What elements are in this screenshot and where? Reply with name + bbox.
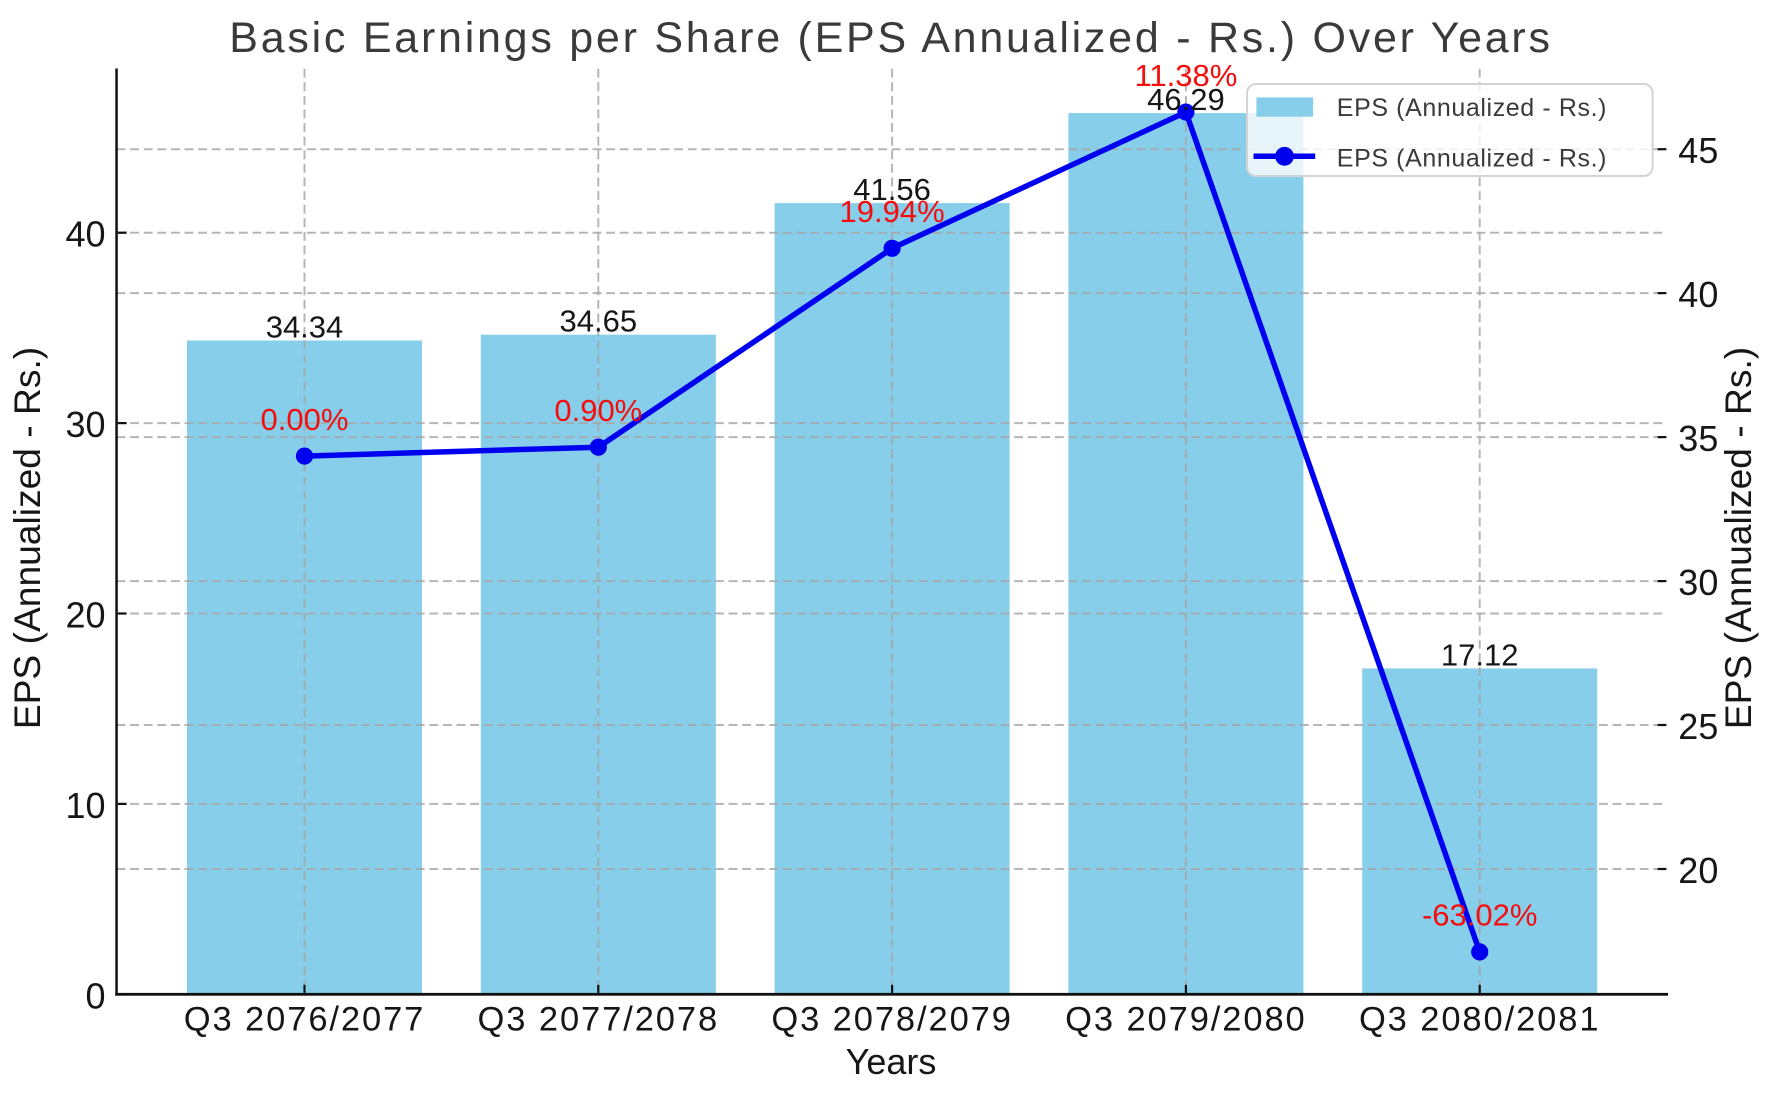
svg-text:Q3 2079/2080: Q3 2079/2080: [1065, 1001, 1307, 1039]
svg-text:Years: Years: [846, 1041, 937, 1082]
svg-text:Q3 2080/2081: Q3 2080/2081: [1359, 1001, 1601, 1039]
svg-text:0.90%: 0.90%: [554, 393, 642, 428]
svg-text:19.94%: 19.94%: [840, 194, 945, 229]
svg-text:17.12: 17.12: [1441, 637, 1519, 672]
svg-text:0.00%: 0.00%: [261, 402, 349, 437]
svg-text:41.56: 41.56: [853, 172, 931, 207]
svg-text:35: 35: [1678, 418, 1718, 459]
svg-text:30: 30: [65, 404, 105, 445]
svg-text:20: 20: [65, 595, 105, 636]
svg-text:40: 40: [65, 214, 105, 255]
svg-text:Q3 2076/2077: Q3 2076/2077: [184, 1001, 426, 1039]
svg-text:Q3 2077/2078: Q3 2077/2078: [478, 1001, 720, 1039]
svg-text:45: 45: [1678, 130, 1718, 171]
svg-text:34.34: 34.34: [266, 309, 344, 344]
svg-text:EPS (Annualized - Rs.): EPS (Annualized - Rs.): [6, 347, 48, 729]
svg-text:EPS (Annualized - Rs.): EPS (Annualized - Rs.): [1337, 144, 1607, 172]
svg-text:Basic Earnings per Share (EPS: Basic Earnings per Share (EPS Annualized…: [229, 14, 1552, 62]
svg-text:25: 25: [1678, 706, 1718, 747]
svg-text:11.38%: 11.38%: [1134, 58, 1237, 93]
svg-text:34.65: 34.65: [560, 304, 638, 339]
svg-text:10: 10: [65, 785, 105, 826]
svg-text:EPS (Annualized - Rs.): EPS (Annualized - Rs.): [1337, 94, 1607, 122]
svg-text:40: 40: [1678, 274, 1718, 315]
svg-text:20: 20: [1678, 850, 1718, 891]
svg-text:Q3 2078/2079: Q3 2078/2079: [771, 1001, 1013, 1039]
svg-text:30: 30: [1678, 562, 1718, 603]
svg-text:46.29: 46.29: [1147, 82, 1225, 117]
svg-text:-63.02%: -63.02%: [1422, 898, 1537, 933]
svg-text:EPS (Annualized - Rs.): EPS (Annualized - Rs.): [1717, 347, 1759, 729]
svg-text:0: 0: [85, 975, 105, 1016]
